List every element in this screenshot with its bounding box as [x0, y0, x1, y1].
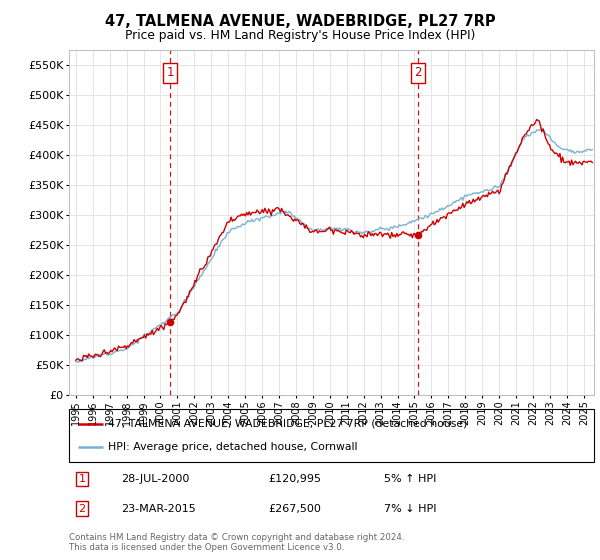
Text: Contains HM Land Registry data © Crown copyright and database right 2024.: Contains HM Land Registry data © Crown c… [69, 533, 404, 542]
Text: 1: 1 [166, 66, 174, 80]
Text: 2: 2 [79, 503, 86, 514]
Text: £120,995: £120,995 [269, 474, 322, 484]
Text: HPI: Average price, detached house, Cornwall: HPI: Average price, detached house, Corn… [109, 442, 358, 452]
Text: 23-MAR-2015: 23-MAR-2015 [121, 503, 196, 514]
Text: 47, TALMENA AVENUE, WADEBRIDGE, PL27 7RP: 47, TALMENA AVENUE, WADEBRIDGE, PL27 7RP [104, 14, 496, 29]
Text: 2: 2 [415, 66, 422, 80]
Text: 5% ↑ HPI: 5% ↑ HPI [384, 474, 436, 484]
Text: 7% ↓ HPI: 7% ↓ HPI [384, 503, 437, 514]
Text: £267,500: £267,500 [269, 503, 322, 514]
Text: 47, TALMENA AVENUE, WADEBRIDGE, PL27 7RP (detached house): 47, TALMENA AVENUE, WADEBRIDGE, PL27 7RP… [109, 419, 468, 429]
Text: This data is licensed under the Open Government Licence v3.0.: This data is licensed under the Open Gov… [69, 543, 344, 552]
Text: Price paid vs. HM Land Registry's House Price Index (HPI): Price paid vs. HM Land Registry's House … [125, 29, 475, 42]
Text: 28-JUL-2000: 28-JUL-2000 [121, 474, 190, 484]
Text: 1: 1 [79, 474, 86, 484]
